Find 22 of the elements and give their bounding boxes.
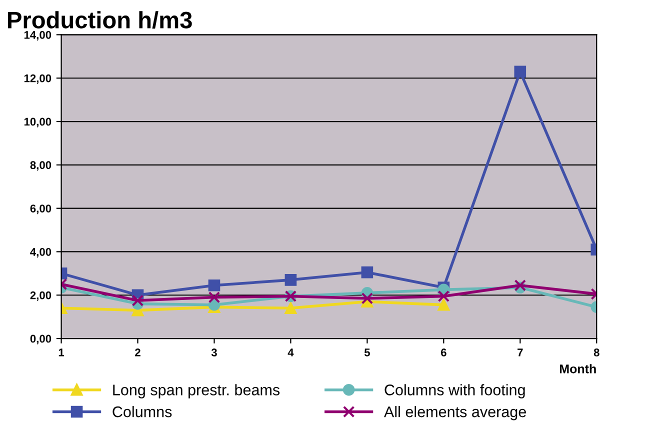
chart-title: Production h/m3	[8, 11, 192, 29]
x-tick-label: 7	[518, 348, 523, 356]
y-tick-label: 2,00	[30, 291, 52, 301]
y-tick-label: 0,00	[30, 334, 52, 344]
x-tick-label: 5	[364, 348, 370, 356]
x-tick-label: 2	[135, 348, 140, 356]
y-tick-label: 6,00	[30, 204, 52, 214]
legend-label: Long span prestr. beams	[113, 384, 280, 398]
x-tick-label: 6	[440, 348, 446, 356]
y-tick-label: 4,00	[30, 248, 52, 258]
y-tick-label: 12,00	[24, 74, 52, 84]
x-tick-label: 8	[594, 348, 600, 356]
x-axis-title: Month	[560, 364, 596, 374]
legend-label: Columns with footing	[384, 384, 525, 398]
y-tick-label: 10,00	[24, 118, 52, 128]
legend-label: All elements average	[384, 406, 526, 420]
x-tick-label: 1	[58, 348, 64, 356]
x-tick-label: 4	[288, 348, 294, 356]
y-tick-label: 14,00	[24, 30, 52, 40]
legend-label: Columns	[112, 406, 172, 418]
y-tick-label: 8,00	[30, 161, 52, 171]
x-tick-label: 3	[211, 348, 217, 356]
